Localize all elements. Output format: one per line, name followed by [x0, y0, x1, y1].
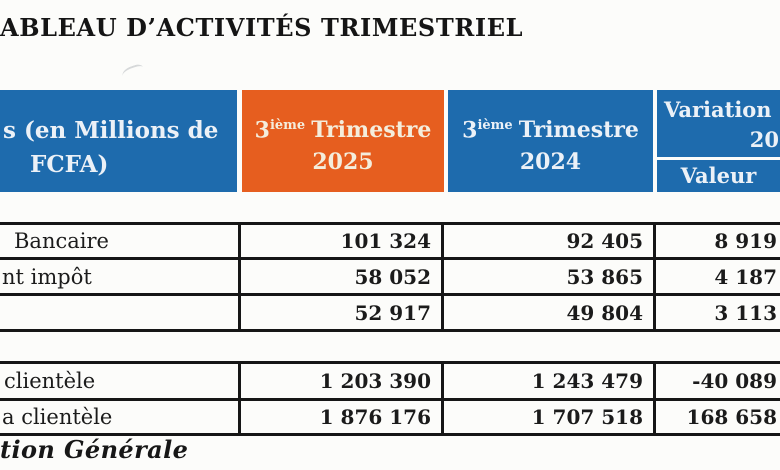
table-line	[0, 398, 780, 401]
quarter-word: Trimestre	[311, 117, 432, 144]
value-variation: 4 187	[714, 264, 777, 289]
header-cell-trimestre-2024: 3ième Trimestre 2024	[448, 90, 653, 192]
quarter-suffix: ième	[269, 118, 306, 133]
table-line	[653, 361, 656, 436]
scan-artifact	[120, 62, 146, 82]
table-line	[653, 222, 656, 332]
header-trimestre-2024-label: 3ième Trimestre	[448, 110, 653, 146]
value-2025: 1 203 390	[319, 369, 431, 393]
quarter-number: 3	[254, 117, 270, 144]
table-row: 52 917 49 804 3 113	[0, 296, 780, 329]
row-label: a clientèle	[2, 404, 113, 429]
table-line	[0, 293, 780, 296]
header-cell-variation: Variation 20	[657, 90, 780, 157]
row-label: clientèle	[4, 369, 96, 393]
value-variation: 8 919	[714, 228, 777, 253]
valeur-label: Valeur	[680, 163, 757, 188]
header-cell-indicators: s (en Millions de FCFA)	[0, 90, 237, 192]
header-cell-trimestre-2025: 3ième Trimestre 2025	[242, 90, 444, 192]
table-row: a clientèle 1 876 176 1 707 518 168 658	[0, 400, 780, 433]
header-cell-valeur: Valeur	[657, 160, 780, 192]
value-variation: -40 089	[692, 369, 777, 393]
document-title: ABLEAU D’ACTIVITÉS TRIMESTRIEL	[0, 13, 524, 42]
table-line	[0, 329, 780, 332]
table-line	[0, 361, 780, 364]
value-2024: 53 865	[566, 264, 643, 289]
value-2025: 52 917	[354, 300, 431, 325]
table-line	[0, 257, 780, 260]
table-row: clientèle 1 203 390 1 243 479 -40 089	[0, 364, 780, 398]
value-2024: 1 707 518	[531, 404, 643, 429]
header-units-line2: FCFA)	[30, 151, 109, 178]
table-row: nt impôt 58 052 53 865 4 187	[0, 260, 780, 293]
quarter-suffix: ième	[477, 118, 513, 133]
header-units-line1: s (en Millions de	[3, 117, 219, 144]
header-year-2025: 2025	[312, 149, 374, 176]
table-line	[238, 222, 241, 332]
value-2024: 49 804	[566, 300, 643, 325]
table-line	[0, 222, 780, 225]
variation-year-fragment: 20	[749, 127, 779, 152]
value-variation: 3 113	[714, 300, 777, 325]
row-label	[0, 296, 238, 329]
row-label: Bancaire	[14, 228, 109, 253]
table-line	[0, 433, 780, 436]
header-trimestre-2025-label: 3ième Trimestre	[242, 110, 444, 146]
signature-text: tion Générale	[0, 435, 189, 464]
value-2025: 58 052	[354, 264, 431, 289]
table-line	[441, 222, 444, 332]
value-variation: 168 658	[686, 404, 777, 429]
value-2025: 101 324	[340, 228, 431, 253]
header-year-2024: 2024	[519, 149, 582, 176]
quarter-number: 3	[462, 117, 478, 144]
value-2025: 1 876 176	[319, 404, 431, 429]
table-line	[441, 361, 444, 436]
table-line	[238, 361, 241, 436]
variation-label: Variation	[664, 97, 772, 122]
row-label: nt impôt	[2, 264, 92, 289]
value-2024: 92 405	[566, 228, 643, 253]
table-row: Bancaire 101 324 92 405 8 919	[0, 224, 780, 257]
value-2024: 1 243 479	[531, 369, 643, 393]
quarter-word: Trimestre	[518, 117, 639, 144]
